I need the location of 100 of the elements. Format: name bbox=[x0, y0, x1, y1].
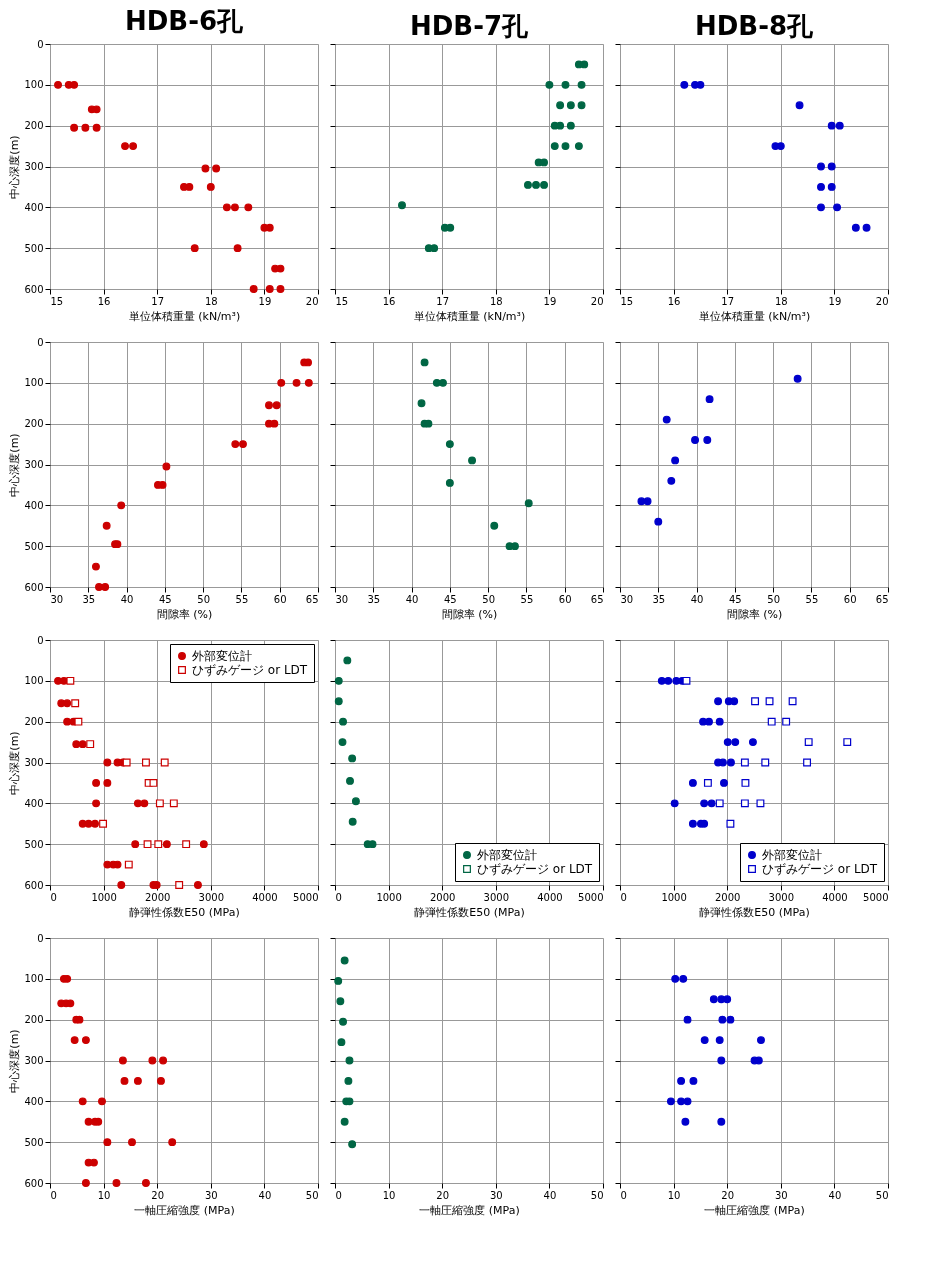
y-tick-label: 500 bbox=[24, 540, 44, 552]
chart-title: HDB-6孔 bbox=[124, 6, 245, 36]
legend-label: 外部変位計 bbox=[192, 649, 252, 663]
x-tick-label: 3000 bbox=[768, 891, 795, 903]
legend-label: 外部変位計 bbox=[477, 848, 537, 862]
x-axis-title: 間隙率 (%) bbox=[441, 607, 498, 621]
legend-label: ひずみゲージ or LDT bbox=[192, 663, 308, 677]
x-tick-label: 35 bbox=[367, 593, 381, 605]
x-tick-label: 65 bbox=[590, 593, 604, 605]
y-tick-label: 500 bbox=[24, 838, 44, 850]
x-axis-title: 単位体積重量 (kN/m³) bbox=[413, 309, 526, 323]
x-tick-label: 55 bbox=[805, 593, 819, 605]
x-tick-label: 0 bbox=[335, 891, 342, 903]
y-tick-label: 400 bbox=[24, 201, 44, 213]
x-tick-label: 3000 bbox=[198, 891, 225, 903]
x-tick-label: 2000 bbox=[714, 891, 741, 903]
x-tick-label: 1000 bbox=[91, 891, 117, 903]
y-tick-label: 500 bbox=[24, 242, 44, 254]
x-tick-label: 16 bbox=[382, 295, 396, 307]
x-tick-label: 50 bbox=[590, 1189, 604, 1201]
y-tick-label: 500 bbox=[24, 1136, 44, 1148]
x-axis-title: 間隙率 (%) bbox=[726, 607, 783, 621]
y-tick-label: 300 bbox=[24, 161, 44, 172]
y-tick-label: 0 bbox=[37, 634, 44, 646]
chart-title: HDB-8孔 bbox=[694, 10, 815, 41]
x-tick-label: 18 bbox=[774, 295, 788, 307]
x-axis-title: 一軸圧縮強度 (MPa) bbox=[134, 1203, 235, 1217]
x-tick-label: 4000 bbox=[822, 891, 848, 903]
y-tick-label: 200 bbox=[24, 120, 44, 132]
x-tick-label: 10 bbox=[382, 1189, 396, 1201]
x-tick-label: 60 bbox=[843, 593, 857, 605]
y-tick-label: 100 bbox=[24, 377, 44, 389]
y-tick-label: 100 bbox=[24, 79, 44, 91]
x-axis-title: 一軸圧縮強度 (MPa) bbox=[419, 1203, 520, 1217]
x-tick-label: 18 bbox=[204, 295, 218, 307]
x-tick-label: 50 bbox=[767, 593, 781, 605]
x-tick-label: 30 bbox=[774, 1189, 788, 1201]
x-tick-label: 45 bbox=[728, 593, 742, 605]
x-tick-label: 35 bbox=[652, 593, 666, 605]
x-tick-label: 20 bbox=[151, 1189, 165, 1201]
x-tick-label: 16 bbox=[97, 295, 111, 307]
x-axis-title: 間隙率 (%) bbox=[156, 607, 213, 621]
y-tick-label: 200 bbox=[24, 418, 44, 430]
x-tick-label: 40 bbox=[690, 593, 704, 605]
x-tick-label: 5000 bbox=[863, 891, 889, 903]
x-axis-title: 静弾性係数E50 (MPa) bbox=[414, 905, 525, 919]
x-tick-label: 19 bbox=[258, 295, 272, 307]
x-axis-title: 一軸圧縮強度 (MPa) bbox=[704, 1203, 805, 1217]
y-tick-label: 300 bbox=[24, 1055, 44, 1066]
x-tick-label: 60 bbox=[273, 593, 287, 605]
x-axis-title: 静弾性係数E50 (MPa) bbox=[699, 905, 810, 919]
y-tick-label: 600 bbox=[24, 581, 44, 593]
x-tick-label: 30 bbox=[620, 593, 634, 605]
x-tick-label: 50 bbox=[305, 1189, 319, 1201]
x-tick-label: 1000 bbox=[661, 891, 687, 903]
x-tick-label: 15 bbox=[335, 295, 349, 307]
x-tick-label: 20 bbox=[305, 295, 319, 307]
x-tick-label: 55 bbox=[520, 593, 534, 605]
x-tick-label: 2000 bbox=[144, 891, 171, 903]
x-tick-label: 65 bbox=[305, 593, 319, 605]
legend-label: 外部変位計 bbox=[762, 848, 822, 862]
x-axis-title: 単位体積重量 (kN/m³) bbox=[128, 309, 241, 323]
x-tick-label: 40 bbox=[258, 1189, 272, 1201]
x-tick-label: 0 bbox=[50, 1189, 57, 1201]
y-axis-title: 中心深度(m) bbox=[8, 433, 22, 497]
x-tick-label: 60 bbox=[558, 593, 572, 605]
y-tick-label: 600 bbox=[24, 1177, 44, 1189]
x-tick-label: 20 bbox=[721, 1189, 735, 1201]
x-tick-label: 0 bbox=[50, 891, 57, 903]
x-tick-label: 40 bbox=[405, 593, 419, 605]
y-tick-label: 0 bbox=[37, 932, 44, 944]
y-tick-label: 400 bbox=[24, 499, 44, 511]
x-tick-label: 4000 bbox=[252, 891, 278, 903]
x-tick-label: 17 bbox=[436, 295, 450, 307]
y-axis-title: 中心深度(m) bbox=[8, 135, 22, 199]
x-tick-label: 5000 bbox=[578, 891, 604, 903]
x-tick-label: 18 bbox=[489, 295, 503, 307]
y-tick-label: 600 bbox=[24, 283, 44, 295]
y-tick-label: 400 bbox=[24, 1095, 44, 1107]
x-tick-label: 10 bbox=[667, 1189, 681, 1201]
x-tick-label: 40 bbox=[828, 1189, 842, 1201]
x-tick-label: 40 bbox=[120, 593, 134, 605]
x-tick-label: 17 bbox=[721, 295, 735, 307]
x-tick-label: 5000 bbox=[293, 891, 319, 903]
x-tick-label: 40 bbox=[543, 1189, 557, 1201]
x-tick-label: 0 bbox=[620, 1189, 627, 1201]
x-tick-label: 30 bbox=[489, 1189, 503, 1201]
x-tick-label: 17 bbox=[151, 295, 165, 307]
y-tick-label: 100 bbox=[24, 973, 44, 985]
x-tick-label: 55 bbox=[235, 593, 249, 605]
x-tick-label: 15 bbox=[620, 295, 634, 307]
y-tick-label: 300 bbox=[24, 757, 44, 768]
x-tick-label: 1000 bbox=[376, 891, 402, 903]
x-tick-label: 2000 bbox=[429, 891, 456, 903]
x-tick-label: 4000 bbox=[537, 891, 563, 903]
y-tick-label: 0 bbox=[37, 336, 44, 348]
x-tick-label: 10 bbox=[97, 1189, 111, 1201]
x-tick-label: 15 bbox=[50, 295, 64, 307]
x-tick-label: 16 bbox=[667, 295, 681, 307]
x-tick-label: 65 bbox=[875, 593, 889, 605]
